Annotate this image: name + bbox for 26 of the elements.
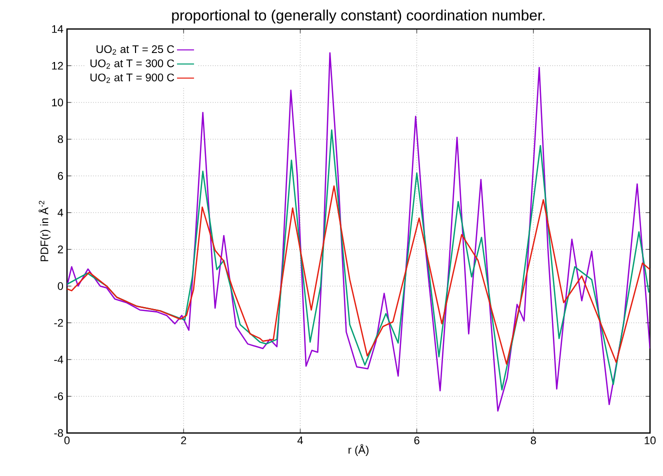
line-series [67, 129, 650, 390]
y-tick-label: -8 [54, 429, 63, 437]
y-tick-label: 2 [58, 246, 63, 254]
x-tick-label: 4 [297, 436, 303, 444]
x-tick-label: 6 [414, 436, 420, 444]
y-axis-title: PDF(r) in Å$^{-2}$ [38, 200, 50, 262]
y-tick-label: -2 [54, 319, 63, 327]
x-tick-label: 2 [181, 436, 186, 444]
y-tick-label: 8 [58, 135, 63, 144]
x-tick-label: 10 [644, 436, 656, 444]
y-tick-label: 14 [52, 25, 64, 33]
x-axis-title: r (Å) [348, 444, 368, 456]
x-tick-label: 0 [64, 436, 70, 444]
chart-title: proportional to (generally constant) coordination number. [172, 10, 544, 24]
y-tick-label: 10 [52, 98, 64, 106]
y-tick-label: 0 [58, 282, 64, 290]
x-tick-label: 8 [530, 436, 536, 444]
y-tick-label: -6 [54, 392, 63, 400]
y-tick-label: -4 [54, 356, 64, 364]
line-series [67, 185, 650, 365]
legend-label: UO$_{2}$ at T = 900 C [90, 74, 174, 83]
y-tick-label: 4 [58, 208, 64, 216]
y-tick-label: 12 [52, 62, 63, 70]
y-tick-label: 6 [58, 172, 63, 180]
legend-label: UO$_{2}$ at T = 300 C [90, 59, 174, 69]
legend-label: UO$_{2}$ at T = 25 C [96, 45, 174, 55]
